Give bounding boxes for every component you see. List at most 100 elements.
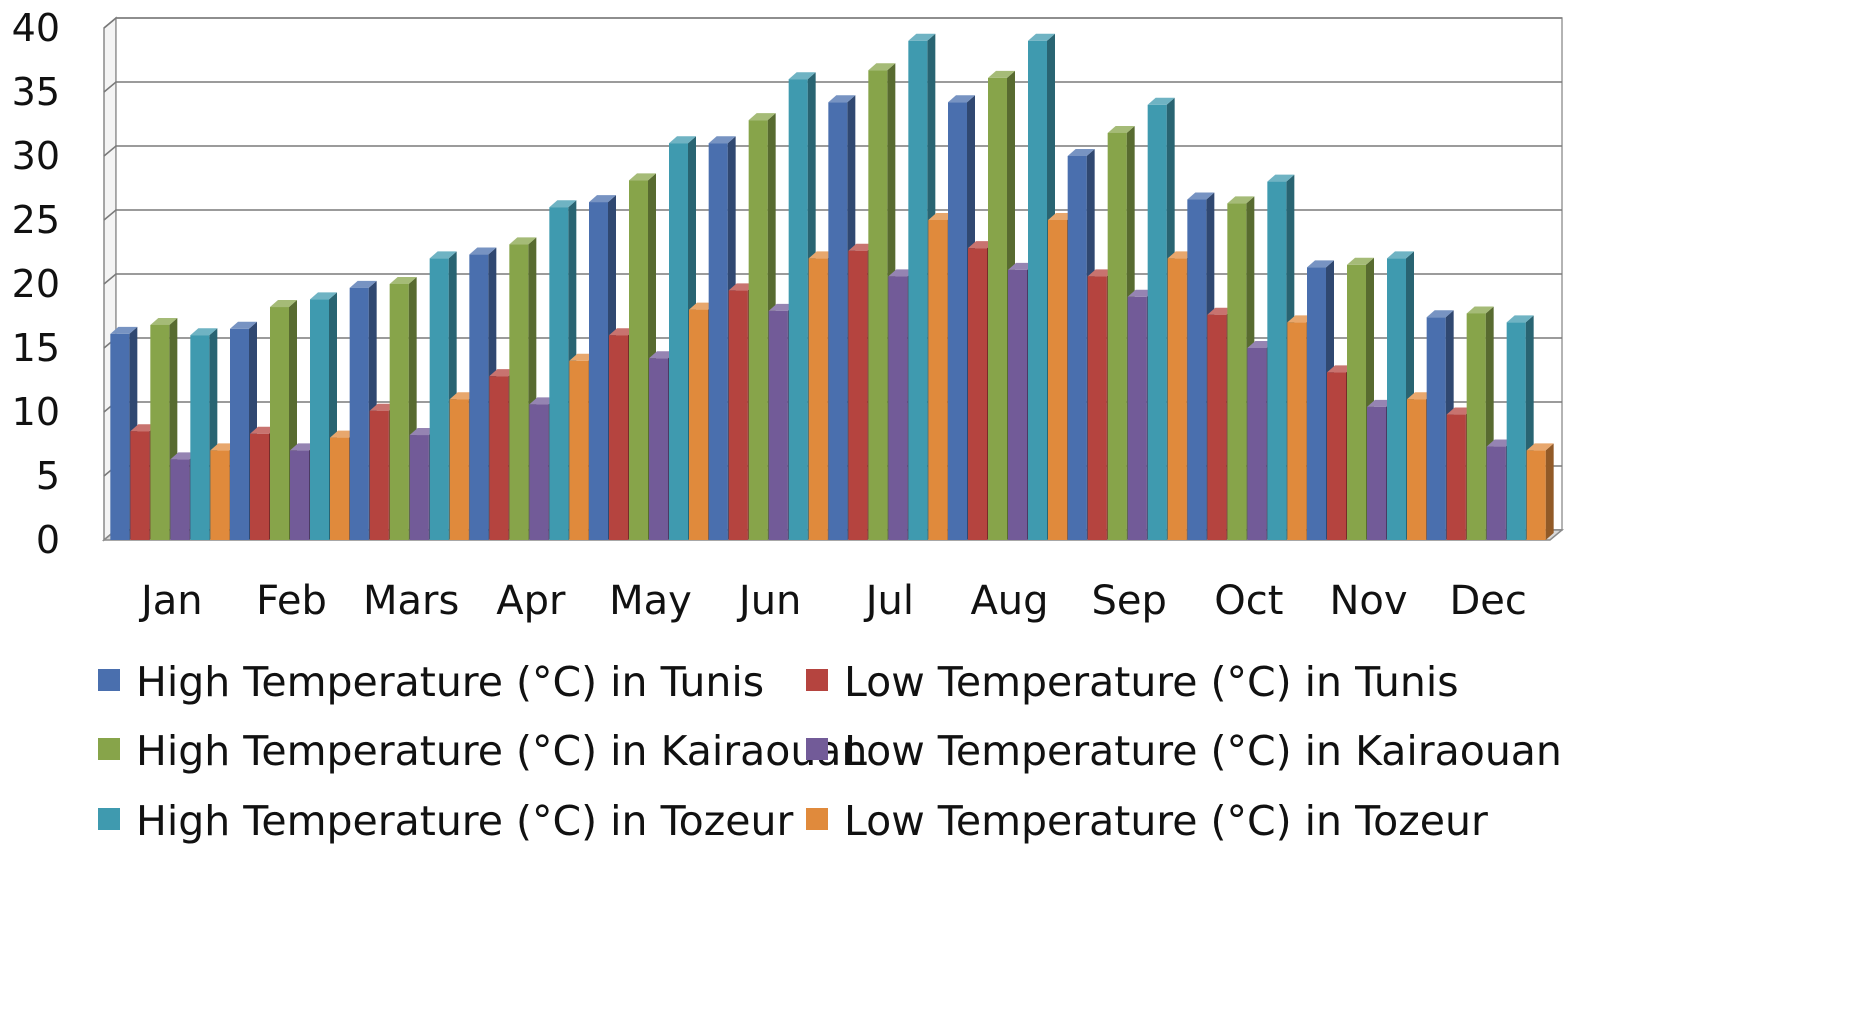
- bar: [808, 258, 828, 540]
- bar: [330, 437, 349, 540]
- bar: [1048, 220, 1067, 540]
- bar: [1167, 258, 1187, 540]
- bar: [888, 276, 908, 540]
- y-tick-label: 15: [12, 326, 60, 370]
- bar-top: [988, 70, 1015, 78]
- legend-swatch: [806, 669, 828, 691]
- x-tick-label: Feb: [256, 578, 327, 624]
- legend: High Temperature (°C) in Tunis Low Temper…: [98, 658, 1562, 845]
- y-tick-label: 30: [12, 134, 60, 178]
- bar-top: [868, 63, 896, 71]
- legend-swatch: [806, 738, 828, 760]
- bar-top: [469, 247, 497, 255]
- bar: [1107, 132, 1127, 540]
- legend-item: Low Temperature (°C) in Tunis: [806, 658, 1459, 706]
- bar: [1407, 399, 1426, 540]
- legend-swatch: [806, 808, 828, 830]
- bar: [250, 433, 269, 540]
- bar: [210, 450, 230, 540]
- bar-top: [190, 328, 218, 336]
- bar-top: [1187, 192, 1215, 200]
- bar-top: [509, 237, 537, 245]
- bar-top: [1466, 306, 1494, 314]
- bar: [409, 435, 429, 540]
- bar-top: [748, 113, 776, 121]
- bar: [848, 250, 868, 540]
- legend-label: Low Temperature (°C) in Tunis: [844, 658, 1459, 706]
- bar-top: [349, 280, 377, 288]
- bar: [110, 333, 130, 540]
- bar: [1147, 104, 1167, 541]
- bar: [689, 309, 708, 540]
- bar: [1008, 269, 1027, 540]
- bar: [1466, 313, 1486, 540]
- bar: [310, 299, 329, 540]
- y-axis-ticks: 0 5 10 15 20 25 30 35 40: [12, 6, 60, 562]
- bar: [130, 431, 150, 540]
- y-tick-label: 40: [12, 6, 60, 50]
- bar-dec-5: [1526, 443, 1554, 540]
- y-tick-label: 35: [12, 70, 60, 114]
- bar: [1486, 446, 1506, 540]
- bar: [150, 324, 170, 540]
- bar: [1067, 156, 1087, 540]
- bar: [1267, 181, 1287, 540]
- bar-top: [1426, 310, 1454, 318]
- gridline: [103, 81, 1562, 93]
- bar: [270, 307, 289, 540]
- y-tick-label: 20: [12, 262, 60, 306]
- bar: [1287, 322, 1307, 540]
- bar-top: [948, 95, 975, 103]
- bar: [629, 180, 648, 540]
- bar: [190, 335, 210, 540]
- x-tick-label: Sep: [1091, 578, 1166, 624]
- bar: [728, 290, 748, 540]
- y-tick-label: 25: [12, 198, 60, 242]
- bar: [788, 79, 808, 540]
- bar: [549, 207, 569, 540]
- bar-side: [1545, 443, 1554, 540]
- x-tick-label: Jun: [736, 578, 802, 624]
- bar-top: [429, 251, 457, 259]
- bar: [1087, 276, 1107, 540]
- bar: [449, 399, 469, 540]
- x-tick-label: Oct: [1214, 578, 1283, 624]
- bar-top: [270, 300, 297, 308]
- legend-swatch: [98, 669, 120, 691]
- bar: [928, 220, 948, 540]
- bar: [1207, 314, 1227, 540]
- bar-top: [908, 33, 936, 41]
- bar-top: [708, 136, 736, 144]
- bar-top: [669, 136, 696, 144]
- bar-top: [1107, 125, 1135, 133]
- legend-swatch: [98, 738, 120, 760]
- bar-top: [1387, 251, 1414, 259]
- bar-top: [1307, 260, 1334, 268]
- bar: [1227, 203, 1247, 541]
- bar: [529, 404, 549, 540]
- x-tick-label: Mars: [363, 578, 459, 624]
- y-tick-label: 0: [36, 518, 60, 562]
- x-tick-label: Apr: [496, 578, 566, 624]
- bar: [1426, 317, 1446, 540]
- bar-top: [1147, 97, 1175, 105]
- legend-label: High Temperature (°C) in Tunis: [136, 658, 764, 706]
- legend-item: Low Temperature (°C) in Kairaouan: [806, 727, 1562, 775]
- x-tick-label: Jul: [863, 578, 914, 624]
- bar: [1506, 322, 1526, 540]
- legend-item: High Temperature (°C) in Tunis: [98, 658, 764, 706]
- legend-label: Low Temperature (°C) in Tozeur: [844, 797, 1488, 845]
- bar: [349, 287, 369, 540]
- x-tick-label: Nov: [1329, 578, 1407, 624]
- x-tick-label: May: [609, 578, 692, 624]
- bar: [569, 360, 589, 540]
- y-tick-label: 5: [36, 454, 60, 498]
- bar-top: [1506, 315, 1534, 323]
- bars: [110, 33, 1554, 541]
- bar: [649, 358, 668, 540]
- bar: [748, 120, 768, 540]
- bar: [968, 248, 987, 540]
- x-axis-ticks: Jan Feb Mars Apr May Jun Jul Aug Sep Oct Nov Dec: [138, 578, 1527, 624]
